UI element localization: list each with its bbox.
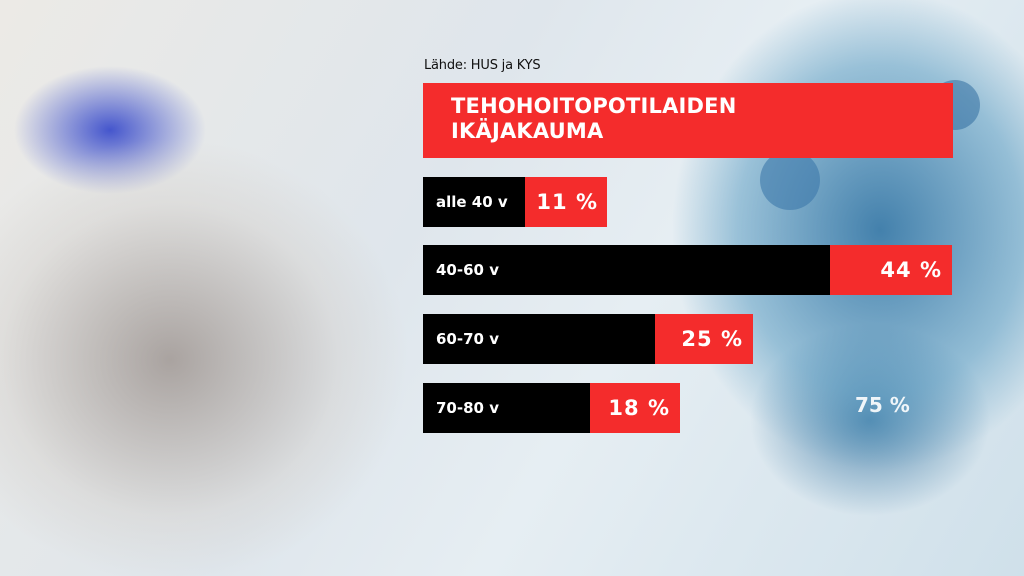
title-line-2: IKÄJAKAUMA [451, 119, 604, 143]
bar-value: 18 % [590, 383, 680, 433]
title-line-1: TEHOHOITOPOTILAIDEN [451, 94, 737, 118]
bar-row: alle 40 v 11 % [423, 177, 607, 227]
bar-label: 60-70 v [436, 330, 499, 348]
bar-row: 70-80 v 18 % [423, 383, 680, 433]
chart-title: TEHOHOITOPOTILAIDEN IKÄJAKAUMA [451, 94, 737, 144]
bar-label: alle 40 v [436, 193, 508, 211]
bar-value: 25 % [655, 314, 753, 364]
bar-row: 60-70 v 25 % [423, 314, 753, 364]
virus-particle [760, 150, 820, 210]
bar-label: 40-60 v [436, 261, 499, 279]
ghost-value-label: 75 % [855, 393, 910, 417]
bar-value: 44 % [830, 245, 952, 295]
source-caption: Lähde: HUS ja KYS [424, 58, 541, 73]
chart-title-box: TEHOHOITOPOTILAIDEN IKÄJAKAUMA [423, 83, 953, 158]
bar-label: 70-80 v [436, 399, 499, 417]
bar-value: 11 % [525, 177, 607, 227]
bar-row: 40-60 v 44 % [423, 245, 952, 295]
